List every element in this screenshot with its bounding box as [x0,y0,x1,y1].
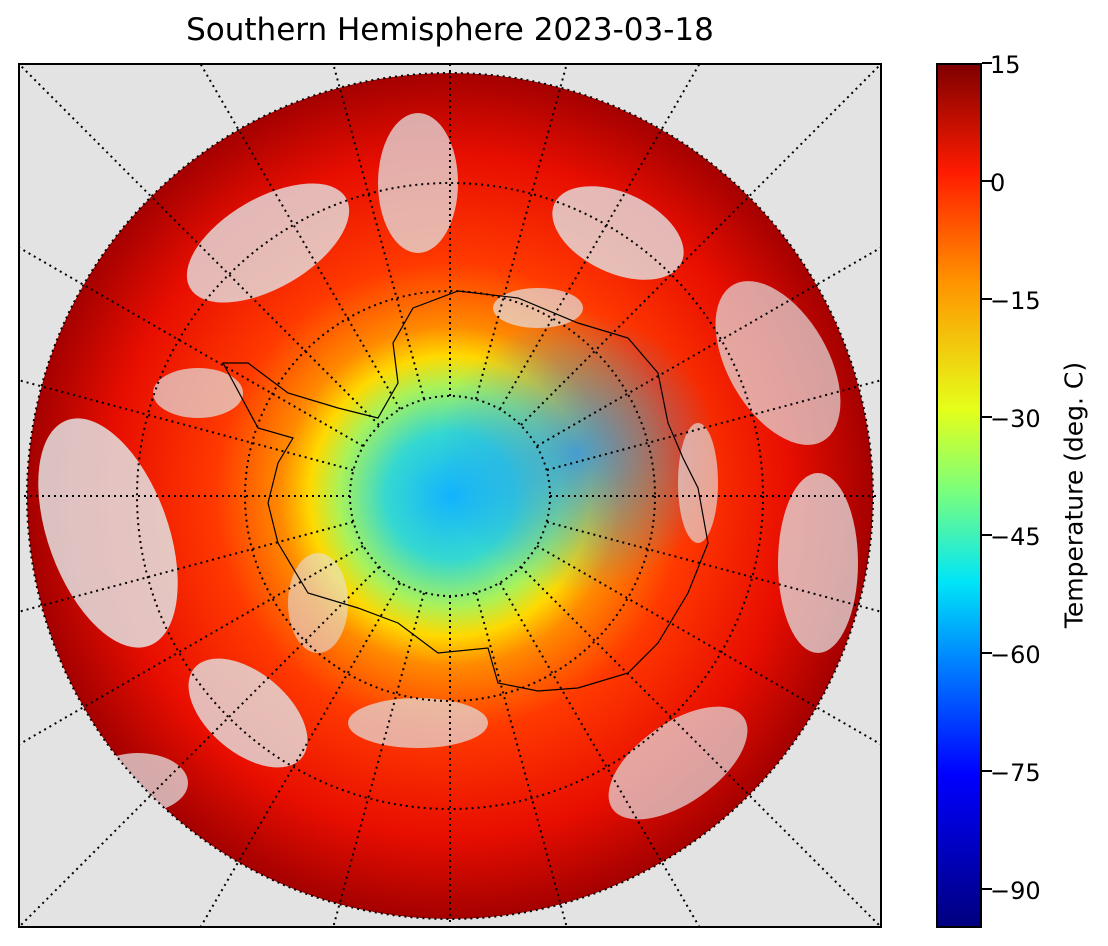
colorbar-tick [982,180,992,182]
colorbar-tick [982,534,992,536]
colorbar [936,63,982,928]
colorbar-tick [982,888,992,890]
colorbar-tick-label: −90 [990,877,1041,905]
colorbar-tick-label: −45 [990,523,1041,551]
colorbar-tick [982,770,992,772]
polar-map [18,63,882,928]
antarctica-coastline [221,290,709,692]
colorbar-label: Temperature (deg. C) [1059,361,1089,629]
colorbar-tick-label: −60 [990,641,1041,669]
colorbar-tick [982,652,992,654]
colorbar-tick-label: 0 [990,169,1006,197]
map-svg [20,65,880,926]
colorbar-tick [982,298,992,300]
colorbar-tick-label: −30 [990,405,1041,433]
colorbar-tick-label: −15 [990,287,1041,315]
meridians [20,65,880,926]
map-title: Southern Hemisphere 2023-03-18 [186,12,714,48]
colorbar-tick [982,416,992,418]
colorbar-tick [982,62,992,64]
colorbar-tick-label: −75 [990,759,1041,787]
colorbar-tick-label: 15 [990,51,1021,79]
